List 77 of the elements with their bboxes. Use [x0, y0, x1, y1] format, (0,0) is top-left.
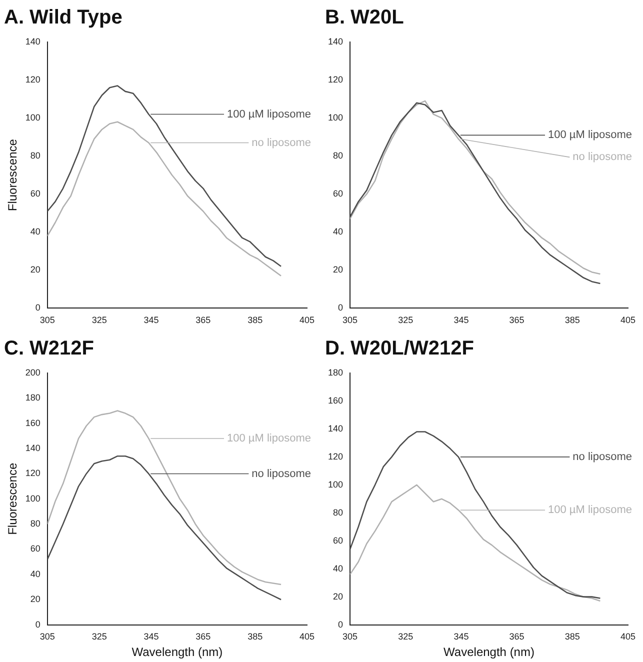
y-tick-label: 180: [328, 367, 344, 378]
y-tick-label: 20: [30, 594, 40, 604]
y-tick-label: 80: [30, 150, 40, 161]
y-tick-label: 0: [35, 619, 40, 630]
text: 100 µM liposome: [548, 129, 632, 142]
y-tick-label: 100: [328, 112, 344, 123]
x-tick-label: 385: [248, 315, 263, 326]
y-axis-title: Fluorescence: [6, 462, 20, 535]
y-tick-label: 20: [333, 591, 344, 602]
x-tick-label: 365: [509, 315, 524, 326]
x-tick-label: 305: [342, 632, 358, 642]
y-tick-label: 140: [25, 36, 40, 46]
x-tick-label: 385: [564, 315, 580, 326]
y-tick-label: 40: [30, 568, 40, 579]
text: no liposome: [252, 136, 312, 149]
y-tick-label: 40: [333, 226, 344, 237]
x-tick-label: 305: [40, 632, 55, 642]
x-tick-label: 405: [299, 315, 315, 326]
x-tick-label: 325: [92, 632, 107, 642]
y-tick-label: 60: [30, 188, 40, 199]
y-tick-label: 120: [25, 468, 40, 478]
chart-title: D. W20L/W212F: [325, 338, 474, 360]
x-tick-label: 405: [620, 632, 636, 642]
text: no liposome: [572, 151, 632, 164]
text: 100 µM liposome: [227, 432, 312, 444]
x-tick-label: 365: [196, 632, 211, 642]
text: 100 µM liposome: [548, 504, 632, 516]
y-tick-label: 120: [25, 74, 40, 85]
x-tick-label: 365: [196, 315, 211, 326]
y-tick-label: 60: [333, 535, 344, 546]
x-tick-label: 385: [564, 632, 580, 642]
y-tick-label: 140: [328, 36, 344, 46]
y-tick-label: 80: [30, 518, 40, 529]
y-tick-label: 80: [333, 150, 344, 161]
y-tick-label: 160: [25, 418, 40, 428]
y-tick-label: 0: [338, 619, 344, 630]
y-tick-label: 100: [25, 112, 40, 123]
x-tick-label: 385: [248, 632, 263, 642]
x-tick-label: 365: [509, 632, 524, 642]
y-tick-label: 60: [333, 188, 344, 199]
x-tick-label: 345: [454, 315, 469, 326]
x-tick-label: 345: [454, 632, 469, 642]
x-tick-label: 345: [144, 315, 159, 326]
text: no liposome: [252, 468, 312, 480]
y-tick-label: 60: [30, 544, 40, 554]
y-tick-label: 120: [328, 451, 344, 462]
y-axis-title: Fluorescence: [6, 138, 20, 212]
x-tick-label: 325: [398, 315, 414, 326]
x-tick-label: 305: [342, 315, 358, 326]
x-axis-title: Wavelength (nm): [444, 645, 534, 660]
y-tick-label: 100: [25, 493, 40, 504]
y-tick-label: 0: [338, 302, 344, 313]
x-tick-label: 345: [144, 632, 159, 642]
y-tick-label: 200: [25, 367, 40, 378]
y-tick-label: 100: [328, 479, 344, 490]
y-tick-label: 80: [333, 507, 344, 518]
y-tick-label: 140: [25, 443, 40, 454]
text: 100 µM liposome: [227, 108, 312, 120]
y-tick-label: 0: [35, 302, 40, 313]
y-tick-label: 40: [333, 563, 344, 574]
x-tick-label: 405: [299, 632, 315, 642]
y-tick-label: 20: [333, 264, 344, 275]
y-tick-label: 120: [328, 74, 344, 85]
chart-title: B. W20L: [325, 6, 404, 29]
chart-title: C. W212F: [4, 338, 94, 360]
y-tick-label: 180: [25, 392, 40, 403]
x-tick-label: 405: [620, 315, 636, 326]
y-tick-label: 20: [30, 264, 40, 275]
y-tick-label: 160: [328, 395, 344, 406]
x-tick-label: 325: [92, 315, 107, 326]
chart-title: A. Wild Type: [4, 6, 122, 29]
x-tick-label: 325: [398, 632, 414, 642]
x-axis-title: Wavelength (nm): [132, 645, 223, 660]
x-tick-label: 305: [40, 315, 55, 326]
y-tick-label: 140: [328, 423, 344, 434]
y-tick-label: 40: [30, 226, 40, 237]
text: no liposome: [572, 450, 632, 463]
